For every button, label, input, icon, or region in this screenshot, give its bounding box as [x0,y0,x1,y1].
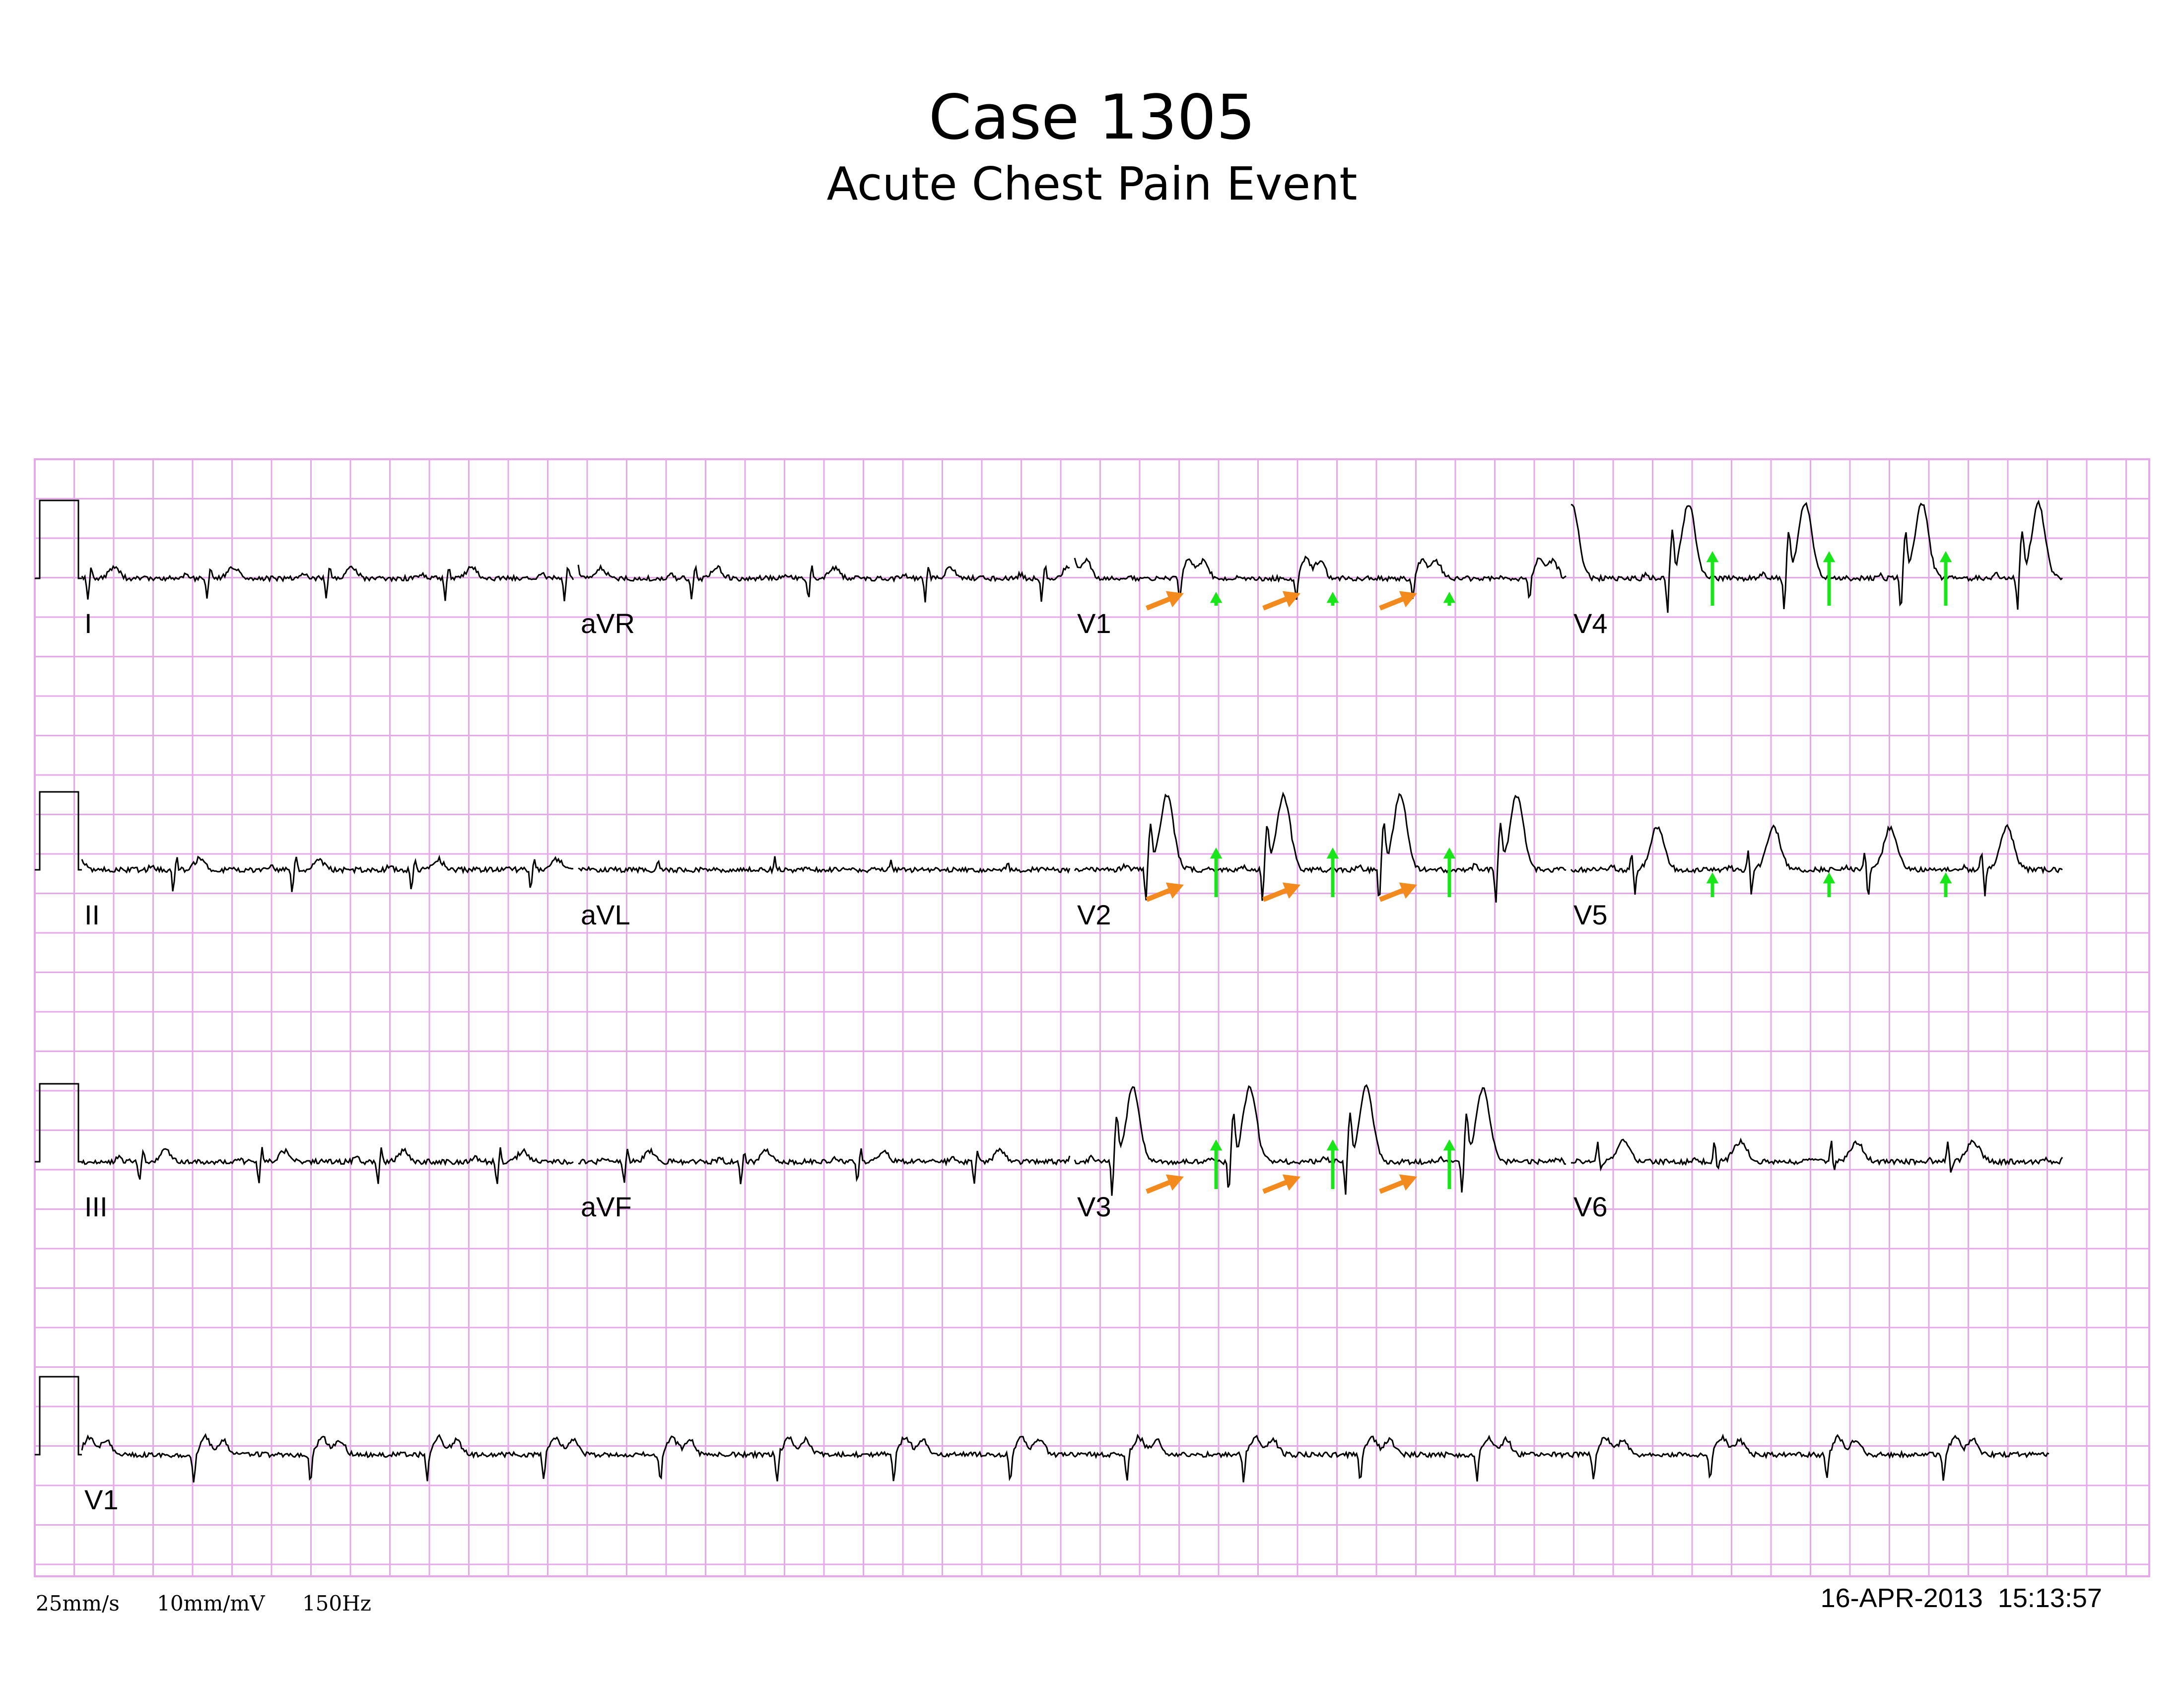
green-arrow [1443,1139,1456,1189]
gain-setting: 10mm/mV [157,1591,265,1616]
calibration-pulse [35,1083,82,1163]
orange-arrow [1379,882,1417,902]
ecg-grid [34,458,2150,1577]
orange-arrow [1262,882,1300,902]
rhythm-strip-trace [81,1433,2049,1483]
orange-arrow [1146,882,1184,902]
lead-label-avl: aVL [581,899,630,930]
orange-arrow [1379,1174,1417,1194]
green-arrow [1706,872,1719,897]
green-arrow [1939,551,1952,606]
lead-label-iii: III [84,1191,108,1222]
lead-label-v6: V6 [1573,1191,1608,1222]
lead-trace-i [81,564,574,602]
lead-label-ii: II [84,899,100,930]
lead-trace-v4 [1570,499,2063,613]
lead-trace-v6 [1570,1137,2063,1173]
page-title: Case 1305 [928,82,1256,153]
lead-label-i: I [84,608,92,639]
calibration-pulse [35,1376,82,1456]
lead-trace-v3 [1074,1084,1567,1196]
lead-trace-ii [81,854,574,892]
green-arrow [1443,847,1456,897]
paper-speed: 25mm/s [36,1591,120,1616]
green-arrow [1326,1139,1339,1189]
green-arrow [1823,872,1836,897]
green-arrow [1706,551,1719,606]
calibration-pulse [35,499,82,579]
green-arrow [1823,551,1836,606]
lead-trace-avr [577,563,1070,603]
lead-trace-v5 [1570,824,2063,897]
lead-label-v4: V4 [1573,608,1608,639]
lead-label-v2: V2 [1077,899,1111,930]
orange-arrow [1146,1174,1184,1194]
annotation-arrows [1146,551,1952,1194]
lead-label-v3: V3 [1077,1191,1111,1222]
recording-settings: 25mm/s 10mm/mV 150Hz [36,1591,402,1616]
lead-label-avr: aVR [581,608,635,639]
orange-arrow [1379,591,1417,611]
green-arrow [1210,1139,1223,1189]
green-arrow [1939,872,1952,897]
page-subtitle: Acute Chest Pain Event [826,157,1358,211]
green-arrow [1326,592,1339,606]
green-arrow [1443,592,1456,606]
calibration-pulse [35,791,82,871]
recording-time: 15:13:57 [1997,1583,2102,1613]
green-arrow [1326,847,1339,897]
lead-trace-v2 [1074,791,1567,903]
green-arrow [1210,847,1223,897]
lead-trace-avl [578,856,1071,875]
recording-date: 16-APR-2013 [1820,1583,1983,1613]
lead-label-v1: V1 [1077,608,1111,639]
orange-arrow [1146,591,1184,611]
lead-trace-iii [81,1147,574,1184]
lead-trace-avf [578,1147,1071,1185]
rhythm-strip-label: V1 [84,1484,119,1515]
lead-label-v5: V5 [1573,899,1608,930]
orange-arrow [1262,1174,1300,1194]
lead-trace-v1 [1074,555,1567,600]
lead-label-avf: aVF [581,1191,632,1222]
orange-arrow [1262,591,1300,611]
recording-timestamp: 16-APR-2013 15:13:57 [1821,1583,2102,1614]
green-arrow [1210,592,1223,606]
filter-setting: 150Hz [302,1591,371,1616]
